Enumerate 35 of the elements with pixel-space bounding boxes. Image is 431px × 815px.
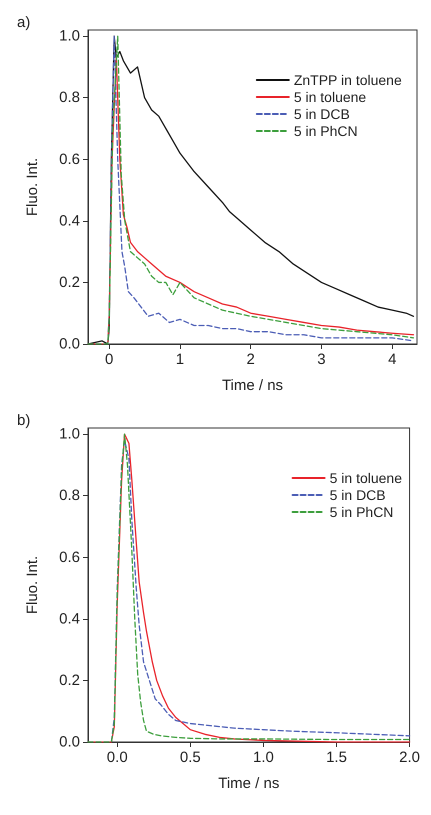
- legend-label: 5 in toluene: [330, 470, 402, 486]
- legend-label: 5 in toluene: [294, 89, 366, 105]
- y-axis-title: Fluo. Int.: [24, 158, 41, 216]
- x-tick-label: 1: [176, 351, 184, 368]
- y-axis-title: Fluo. Int.: [24, 556, 41, 614]
- y-tick-label: 0.4: [59, 610, 80, 628]
- y-tick-label: 1.0: [59, 426, 80, 443]
- y-tick-label: 0.6: [59, 150, 80, 168]
- x-tick-label: 0.5: [180, 749, 201, 766]
- y-tick-label: 0.6: [59, 548, 80, 566]
- y-tick-label: 0.4: [59, 212, 80, 230]
- y-tick-label: 0.0: [59, 336, 80, 352]
- y-tick-label: 1.0: [59, 28, 80, 45]
- legend-label: 5 in PhCN: [330, 504, 394, 520]
- x-tick-label: 0: [105, 351, 114, 368]
- y-tick-label: 0.0: [59, 734, 80, 750]
- legend-label: 5 in DCB: [294, 106, 350, 122]
- x-tick-label: 2.0: [399, 749, 420, 766]
- y-tick-label: 0.8: [59, 89, 80, 106]
- y-tick-label: 0.2: [59, 274, 80, 291]
- chart-title: a): [17, 14, 30, 31]
- x-tick-label: 1.0: [252, 749, 274, 766]
- legend-label: 5 in PhCN: [294, 123, 358, 139]
- x-axis-title: Time / ns: [222, 377, 284, 394]
- legend-label: 5 in DCB: [330, 487, 386, 503]
- y-tick-label: 0.2: [59, 672, 80, 689]
- x-axis-title: Time / ns: [218, 775, 280, 792]
- chart-title: b): [17, 412, 30, 429]
- x-tick-label: 2: [246, 351, 255, 368]
- x-tick-label: 1.5: [326, 749, 347, 766]
- legend-label: ZnTPP in toluene: [294, 72, 402, 88]
- y-tick-label: 0.8: [59, 487, 80, 504]
- x-tick-label: 3: [317, 351, 326, 368]
- x-tick-label: 4: [388, 351, 396, 368]
- x-tick-label: 0.0: [106, 749, 128, 766]
